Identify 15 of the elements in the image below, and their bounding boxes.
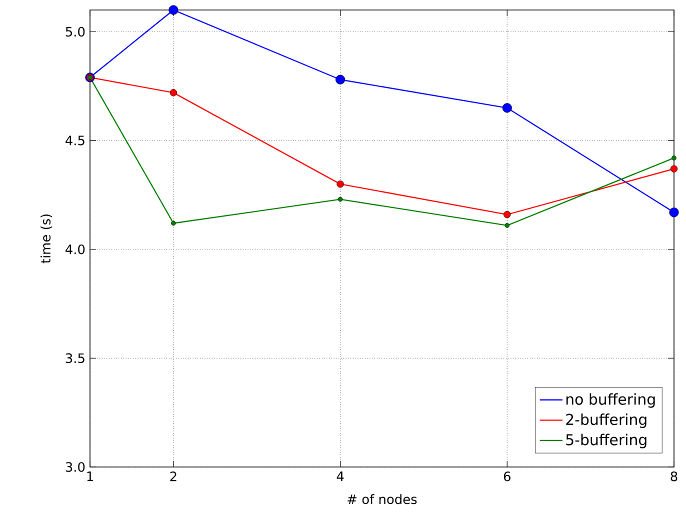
x-tick-label: 8 (670, 472, 678, 482)
y-tick-label: 5.0 (66, 26, 85, 37)
x-tick-label: 2 (170, 472, 176, 482)
x-tick-label: 1 (87, 472, 93, 481)
legend-label: 5-buffering (566, 434, 646, 448)
y-tick-label: 4.5 (66, 136, 84, 146)
y-tick-label: 4.0 (66, 244, 85, 254)
y-tick-label: 3.0 (66, 462, 85, 472)
y-tick-label: 3.5 (66, 353, 84, 364)
legend-label: no buffering (566, 393, 655, 408)
x-axis-title: # of nodes (348, 494, 417, 504)
x-tick-label: 6 (504, 472, 510, 482)
x-tick-label: 4 (336, 472, 344, 481)
legend-label: 2-buffering (566, 414, 646, 428)
y-axis-title: time (s) (40, 214, 52, 264)
